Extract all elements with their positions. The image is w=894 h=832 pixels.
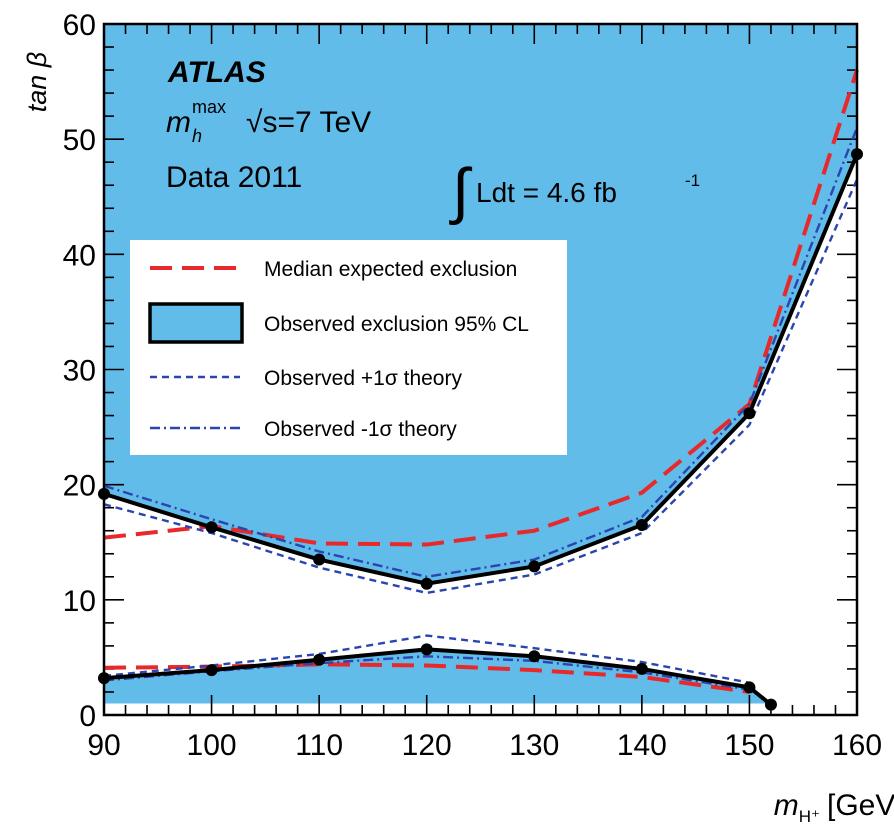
energy-label: √s=7 TeV <box>246 106 371 139</box>
minus-sigma-upper-line <box>103 127 859 578</box>
observed-point <box>313 553 326 566</box>
x-axis-label-symbol: m <box>774 789 799 822</box>
y-axis-label: tan β <box>22 52 52 112</box>
x-tick-labels: 90 100 110 120 130 140 150 160 <box>87 729 882 762</box>
x-axis-label-sub: H⁺ <box>799 807 820 826</box>
observed-point <box>313 653 326 666</box>
y-tick-label: 30 <box>63 355 96 388</box>
legend-label-plus: Observed +1σ theory <box>264 367 462 390</box>
observed-point <box>420 643 433 656</box>
observed-point <box>764 698 777 711</box>
x-tick-label: 130 <box>509 729 559 762</box>
legend-box <box>130 240 567 455</box>
observed-point <box>205 521 218 534</box>
legend-label-minus: Observed -1σ theory <box>264 418 457 441</box>
scenario-sup: max <box>192 97 226 117</box>
y-tick-labels: 0 10 20 30 40 50 60 <box>63 9 96 733</box>
observed-lower-line <box>103 647 773 707</box>
legend-label-expected: Median expected exclusion <box>264 258 517 281</box>
scenario-symbol: m <box>166 106 191 139</box>
observed-point <box>635 662 648 675</box>
observed-upper-line <box>103 153 859 586</box>
plus-sigma-upper-line <box>103 178 859 595</box>
y-axis-ticks <box>104 23 857 716</box>
dataset-label: Data 2011 <box>166 161 302 194</box>
plot-frame <box>102 22 859 717</box>
legend-symbol-observed <box>148 302 244 344</box>
experiment-label: ATLAS <box>167 56 266 89</box>
x-axis-unit: [GeV] <box>827 789 894 822</box>
observed-point <box>743 407 756 420</box>
y-tick-label: 60 <box>63 9 96 42</box>
y-tick-label: 20 <box>63 470 96 503</box>
legend: Median expected exclusion Observed exclu… <box>130 240 567 455</box>
exclusion-fill-lower <box>104 649 771 705</box>
y-tick-label: 50 <box>63 124 96 157</box>
x-tick-label: 160 <box>832 729 882 762</box>
scenario-label: m <box>166 106 191 139</box>
observed-point <box>528 560 541 573</box>
observed-point <box>420 577 433 590</box>
x-tick-label: 120 <box>402 729 452 762</box>
observed-point <box>743 681 756 694</box>
x-tick-label: 140 <box>617 729 667 762</box>
series-lines <box>103 69 859 707</box>
legend-label-observed: Observed exclusion 95% CL <box>264 313 529 336</box>
lumi-label: Ldt = 4.6 fb <box>476 177 617 208</box>
x-tick-label: 150 <box>724 729 774 762</box>
lumi-unit-sup: -1 <box>685 171 700 190</box>
scenario-sub: h <box>192 126 202 146</box>
x-tick-label: 110 <box>295 729 343 762</box>
observed-point <box>528 650 541 663</box>
x-tick-label: 100 <box>187 729 237 762</box>
observed-point <box>635 518 648 531</box>
y-tick-label: 40 <box>63 239 96 272</box>
y-tick-label: 10 <box>63 585 96 618</box>
observed-point <box>205 664 218 677</box>
y-tick-label: 0 <box>79 700 96 733</box>
x-tick-label: 90 <box>87 729 120 762</box>
x-axis-label: mH⁺ <box>774 789 820 826</box>
